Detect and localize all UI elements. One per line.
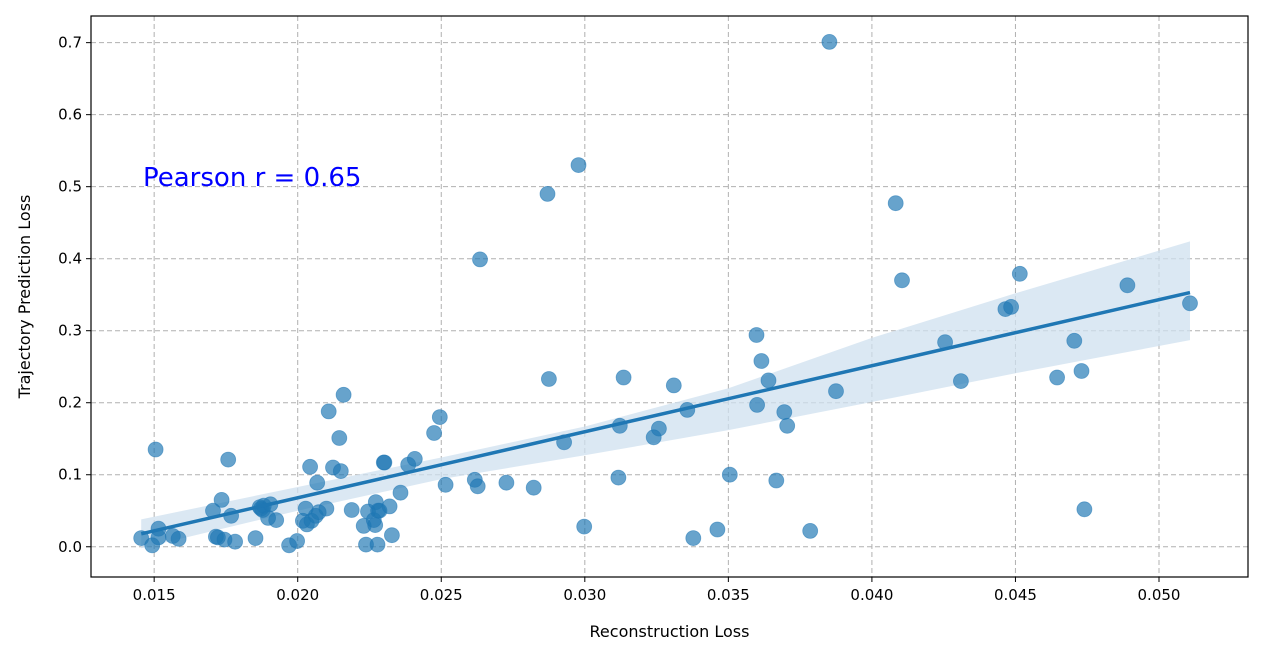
data-point — [335, 386, 352, 403]
data-point — [332, 463, 349, 480]
data-point — [828, 383, 844, 400]
data-point — [776, 404, 793, 421]
data-point — [610, 469, 627, 486]
data-point — [570, 157, 587, 174]
y-tick-label: 0.0 — [58, 538, 82, 556]
data-point — [472, 251, 488, 268]
data-point — [392, 484, 409, 501]
x-tick-label: 0.015 — [133, 586, 176, 604]
data-point — [268, 512, 285, 528]
data-point — [894, 272, 910, 289]
data-point — [576, 518, 593, 535]
plot-frame — [90, 15, 1249, 578]
data-point — [309, 474, 326, 491]
data-point — [525, 479, 542, 496]
data-point — [685, 530, 702, 546]
data-point — [541, 371, 557, 387]
confidence-band — [141, 241, 1191, 549]
data-point — [383, 527, 400, 544]
data-point — [247, 530, 264, 546]
data-point — [779, 417, 796, 434]
data-point — [1066, 332, 1083, 349]
x-tick-label: 0.035 — [707, 586, 750, 604]
y-ticks: 0.0 0.1 0.2 0.3 0.4 0.5 0.6 0.7 — [58, 34, 91, 556]
pearson-annotation: Pearson r = 0.65 — [143, 163, 361, 193]
x-tick-label: 0.050 — [1138, 586, 1181, 604]
data-point — [821, 34, 838, 50]
data-point — [426, 425, 443, 441]
data-point — [1076, 501, 1093, 518]
y-tick-label: 0.3 — [58, 322, 82, 340]
y-tick-label: 0.6 — [58, 106, 82, 124]
data-point — [760, 372, 777, 389]
regression-line — [140, 290, 1191, 536]
data-point — [887, 195, 904, 212]
data-point — [1011, 265, 1028, 282]
x-tick-label: 0.045 — [994, 586, 1037, 604]
data-point — [1073, 363, 1090, 379]
data-point — [367, 517, 384, 533]
data-point — [220, 451, 237, 468]
x-ticks: 0.015 0.020 0.025 0.030 0.035 0.040 0.045 0.050 — [133, 577, 1181, 604]
data-point — [749, 396, 765, 413]
y-tick-label: 0.5 — [58, 178, 82, 196]
data-point — [539, 185, 556, 202]
data-point — [748, 327, 765, 343]
data-point — [369, 536, 386, 553]
data-point — [331, 430, 348, 446]
data-point — [953, 373, 969, 390]
data-point — [1003, 298, 1019, 315]
data-point — [170, 530, 187, 547]
data-point — [651, 420, 667, 437]
data-point — [1049, 369, 1065, 386]
data-point — [437, 476, 454, 493]
y-axis-label: Trajectory Prediction Loss — [15, 195, 34, 400]
y-tick-label: 0.1 — [58, 466, 82, 484]
data-point — [768, 472, 785, 489]
x-tick-label: 0.030 — [563, 586, 606, 604]
x-tick-label: 0.020 — [276, 586, 319, 604]
data-point — [1119, 277, 1136, 294]
confidence-band-layer — [141, 241, 1191, 549]
data-point — [227, 533, 244, 550]
data-point — [802, 523, 819, 539]
data-point — [498, 474, 515, 491]
data-point — [302, 458, 319, 475]
x-tick-label: 0.040 — [850, 586, 893, 604]
y-tick-label: 0.4 — [58, 250, 82, 268]
data-point — [147, 441, 164, 458]
data-point — [376, 454, 393, 471]
x-tick-label: 0.025 — [420, 586, 463, 604]
data-point — [721, 466, 738, 483]
data-point — [406, 450, 423, 467]
data-point — [431, 409, 448, 426]
data-point — [615, 369, 632, 386]
data-point — [381, 498, 398, 515]
data-point — [665, 377, 682, 394]
data-point — [469, 478, 486, 495]
data-point — [1182, 295, 1198, 312]
data-point — [343, 502, 360, 518]
points-layer — [133, 34, 1198, 554]
data-point — [320, 403, 337, 420]
y-tick-label: 0.7 — [58, 34, 82, 52]
data-point — [709, 521, 726, 538]
y-tick-label: 0.2 — [58, 394, 82, 412]
data-point — [318, 500, 335, 517]
x-axis-label: Reconstruction Loss — [590, 622, 750, 641]
regression-line-layer — [140, 290, 1191, 536]
data-point — [289, 533, 306, 549]
data-point — [213, 491, 230, 508]
data-point — [753, 353, 770, 369]
